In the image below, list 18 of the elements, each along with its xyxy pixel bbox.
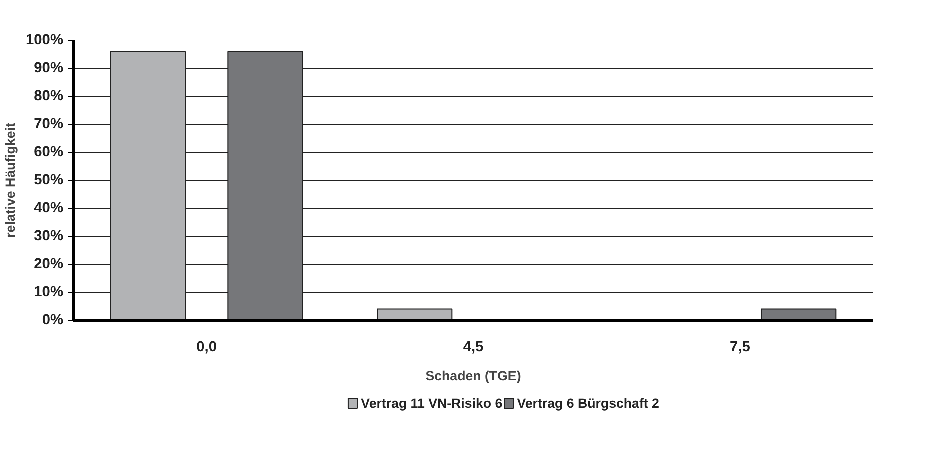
y-tick-label: 90% — [34, 60, 64, 76]
y-tick-label: 0% — [42, 312, 64, 328]
x-tick-label: 7,5 — [730, 340, 750, 356]
x-axis-title: Schaden (TGE) — [426, 368, 522, 384]
y-tick-label: 10% — [34, 284, 64, 300]
y-tick-label: 40% — [34, 200, 64, 216]
y-tick-label: 80% — [34, 88, 64, 104]
y-tick-label: 70% — [34, 116, 64, 132]
y-axis-title: relative Häufigkeit — [3, 122, 18, 238]
y-tick-label: 100% — [26, 32, 64, 48]
x-tick-label: 4,5 — [463, 340, 484, 356]
y-tick-label: 60% — [34, 144, 64, 160]
x-tick-label: 0,0 — [196, 340, 218, 356]
y-tick-label: 20% — [34, 256, 64, 272]
legend-label: Vertrag 11 VN-Risiko 6 — [361, 396, 503, 411]
legend-label: Vertrag 6 Bürgschaft 2 — [517, 396, 660, 411]
y-tick-label: 30% — [34, 228, 64, 244]
y-tick-label: 50% — [34, 172, 64, 188]
